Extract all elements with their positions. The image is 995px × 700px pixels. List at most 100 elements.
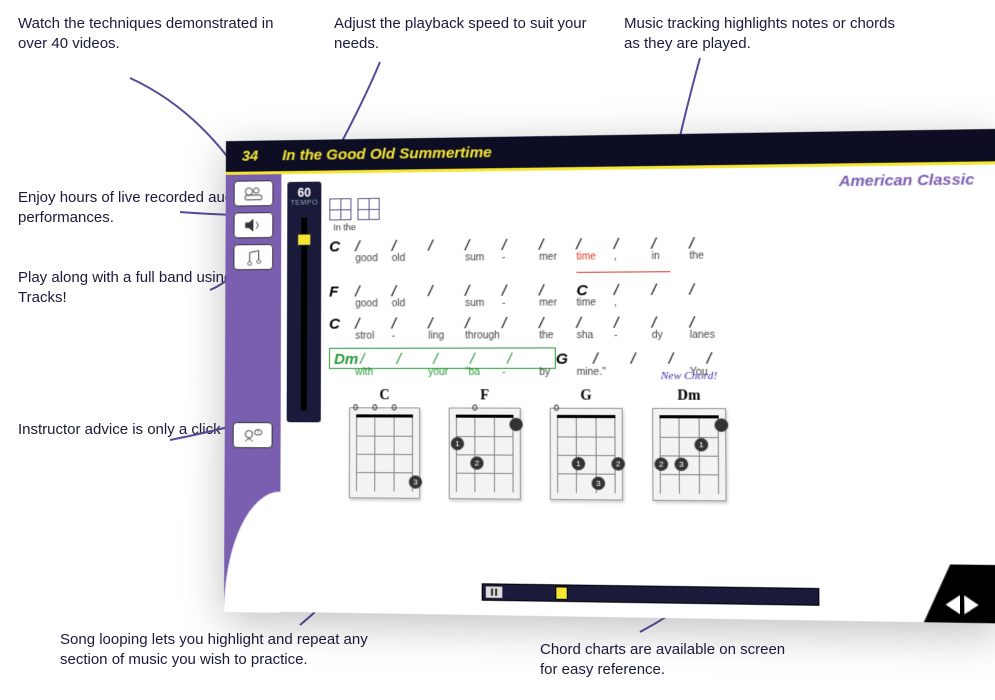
- chord-diagram: G0132: [550, 388, 623, 500]
- lyric: -: [392, 330, 429, 341]
- beat-slash: /: [360, 351, 396, 368]
- lyric: [652, 297, 690, 308]
- lyric: ,: [614, 251, 652, 276]
- lyric: in: [651, 251, 689, 276]
- beat-slash: /: [433, 351, 470, 368]
- lyric: mer: [539, 297, 576, 308]
- lyric: dy: [652, 330, 690, 341]
- callout-videos: Watch the techniques demonstrated in ove…: [18, 14, 278, 53]
- chord-line: Dm/////G////withyour"ba-bymine."You: [329, 347, 985, 379]
- lyric: mine.": [577, 367, 615, 378]
- beat-slash: /: [397, 351, 434, 368]
- beat-slash: /: [507, 351, 544, 368]
- chord-diagram: C0003: [349, 388, 420, 499]
- lyric: the: [689, 250, 727, 275]
- lyric: sha: [577, 330, 615, 341]
- chord-line: F//////C///goodoldsum-mertime,: [329, 280, 984, 310]
- lyric: sum: [465, 252, 502, 277]
- intro-grid-icon: [329, 198, 351, 220]
- chord-symbol: Dm: [334, 351, 360, 368]
- beat-slash: /: [631, 350, 669, 368]
- lyric: [428, 298, 465, 309]
- chord-charts: C0003F021G0132New Chord!Dm231: [329, 388, 987, 503]
- prev-page-button[interactable]: [946, 595, 960, 614]
- lyric: sum: [465, 298, 502, 309]
- chord-symbol: G: [556, 350, 593, 367]
- chord-diagram: F0 21: [449, 388, 521, 499]
- lyric: [614, 367, 652, 378]
- app-window: 34 In the Good Old Summertime ! 60 TEMPO…: [224, 129, 995, 623]
- lyric: old: [392, 298, 429, 309]
- lyric: time: [576, 297, 614, 308]
- lyric: time: [576, 251, 614, 276]
- sidebar: !: [224, 174, 281, 612]
- intro-grid-icon: [357, 198, 379, 220]
- jam-button[interactable]: [233, 244, 273, 270]
- finger-dot: 1: [572, 457, 586, 470]
- chord-name: Dm: [652, 388, 726, 405]
- beat-slash: /: [470, 351, 507, 368]
- song-title: In the Good Old Summertime: [282, 144, 492, 164]
- open-string: 0: [554, 403, 559, 413]
- beat-slash: /: [707, 350, 745, 368]
- finger-dot: 3: [592, 477, 606, 490]
- lyric: "ba: [465, 367, 502, 378]
- chord-line: C//////////goodoldsum-mertime,inthe: [329, 232, 984, 277]
- chord-name: G: [550, 388, 623, 405]
- callout-tracking: Music tracking highlights notes or chord…: [624, 14, 904, 53]
- lyric: [428, 252, 465, 277]
- lyric: [690, 297, 728, 309]
- tempo-value: 60: [287, 186, 321, 200]
- beat-slash: /: [593, 350, 631, 367]
- lyric: lanes: [690, 330, 728, 341]
- finger-dot: [509, 418, 522, 431]
- new-chord-label: New Chord!: [661, 370, 718, 382]
- finger-dot: 3: [409, 475, 422, 488]
- finger-dot: [714, 418, 728, 432]
- chord-name: C: [349, 388, 420, 404]
- lyric: -: [502, 298, 539, 309]
- finger-dot: 1: [451, 437, 464, 450]
- page-number: 34: [242, 148, 259, 165]
- open-string: 0: [472, 402, 477, 412]
- instructor-button[interactable]: !: [233, 422, 273, 448]
- pause-button[interactable]: [486, 586, 503, 598]
- sheet-area: American Classic In the C//////////goodo…: [328, 171, 987, 615]
- lyric: mer: [539, 251, 576, 276]
- callout-tempo: Adjust the playback speed to suit your n…: [334, 14, 594, 53]
- chord-name: F: [449, 388, 521, 404]
- callout-chordcharts: Chord charts are available on screen for…: [540, 640, 800, 679]
- lyric: [392, 367, 429, 378]
- lyric: with: [355, 367, 391, 378]
- next-page-button[interactable]: [964, 595, 979, 614]
- finger-dot: 2: [654, 457, 668, 471]
- fretboard: 0003: [349, 407, 420, 499]
- beat-slash: /: [669, 350, 707, 368]
- scrub-thumb[interactable]: [555, 586, 568, 600]
- open-string: 0: [353, 402, 358, 412]
- audio-button[interactable]: [234, 212, 274, 238]
- tempo-thumb[interactable]: [297, 234, 311, 246]
- lyric: -: [502, 252, 539, 277]
- finger-dot: 2: [470, 456, 483, 469]
- video-button[interactable]: [234, 180, 274, 206]
- open-string: 0: [392, 402, 397, 412]
- lyric: good: [355, 253, 391, 277]
- open-string: 0: [372, 402, 377, 412]
- fretboard: 0132: [550, 408, 623, 501]
- lyric: -: [614, 330, 652, 341]
- scrub-bar[interactable]: [482, 583, 820, 606]
- lyric: strol: [355, 331, 391, 342]
- finger-dot: 2: [611, 457, 625, 470]
- lyric: your: [428, 367, 465, 378]
- lyric: ling: [428, 330, 465, 341]
- lyric: -: [502, 367, 539, 378]
- chord-diagram: New Chord!Dm231: [652, 388, 727, 501]
- tempo-label: TEMPO: [287, 200, 321, 207]
- lyric: the: [539, 330, 576, 341]
- lyric: through: [465, 330, 502, 341]
- tempo-track: [301, 218, 308, 411]
- tempo-control[interactable]: 60 TEMPO: [287, 182, 322, 423]
- chord-line: C//////////strol-lingthroughthesha-dylan…: [329, 313, 985, 342]
- fretboard: 231: [652, 408, 726, 501]
